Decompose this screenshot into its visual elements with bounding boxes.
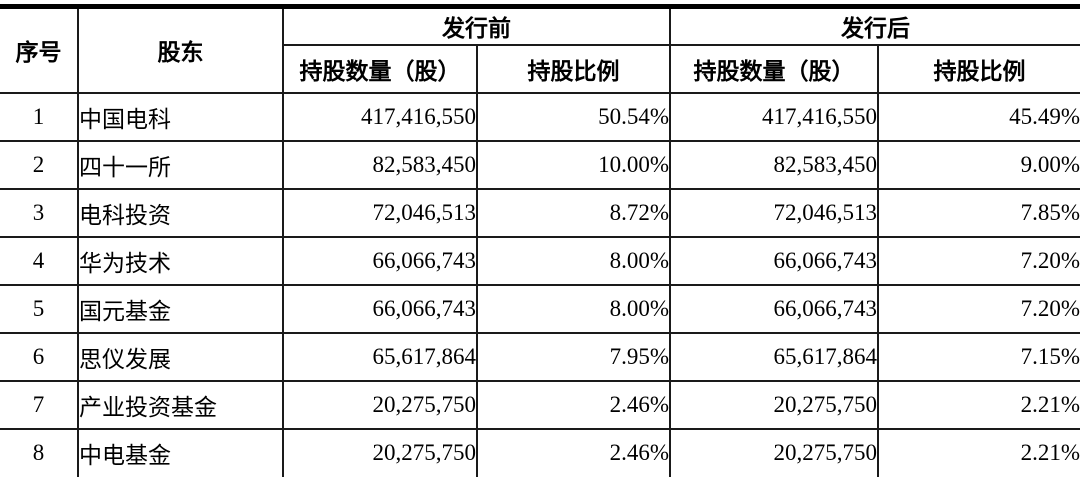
header-post-shares: 持股数量（股）: [669, 43, 879, 94]
table-row: 5 国元基金 66,066,743 8.00% 66,066,743 7.20%: [0, 283, 1080, 334]
cell-pre-ratio: 50.54%: [476, 91, 671, 142]
cell-pre-shares: 66,066,743: [282, 283, 478, 334]
cell-post-shares: 65,617,864: [669, 331, 879, 382]
cell-post-shares: 66,066,743: [669, 283, 879, 334]
shareholder-table: 序号 股东 发行前 发行后 持股数量（股） 持股比例 持股数量（股） 持股比例 …: [0, 4, 1080, 477]
cell-index: 3: [0, 187, 79, 238]
cell-shareholder-name: 电科投资: [77, 187, 284, 238]
header-pre-shares: 持股数量（股）: [282, 43, 478, 94]
cell-pre-ratio: 2.46%: [476, 379, 671, 430]
header-post-issue-group: 发行后: [669, 5, 1080, 46]
cell-pre-ratio: 8.00%: [476, 283, 671, 334]
cell-post-shares: 82,583,450: [669, 139, 879, 190]
cell-post-ratio: 7.15%: [877, 331, 1080, 382]
cell-index: 1: [0, 91, 79, 142]
cell-post-ratio: 7.20%: [877, 283, 1080, 334]
table-row: 6 思仪发展 65,617,864 7.95% 65,617,864 7.15%: [0, 331, 1080, 382]
header-post-ratio: 持股比例: [877, 43, 1080, 94]
cell-post-shares: 72,046,513: [669, 187, 879, 238]
cell-pre-shares: 20,275,750: [282, 427, 478, 477]
cell-shareholder-name: 四十一所: [77, 139, 284, 190]
cell-pre-ratio: 7.95%: [476, 331, 671, 382]
cell-index: 4: [0, 235, 79, 286]
cell-post-ratio: 7.85%: [877, 187, 1080, 238]
cell-post-ratio: 7.20%: [877, 235, 1080, 286]
cell-pre-shares: 65,617,864: [282, 331, 478, 382]
cell-post-ratio: 2.21%: [877, 379, 1080, 430]
cell-post-shares: 66,066,743: [669, 235, 879, 286]
table-row: 8 中电基金 20,275,750 2.46% 20,275,750 2.21%: [0, 427, 1080, 477]
cell-index: 8: [0, 427, 79, 477]
header-shareholder: 股东: [77, 5, 284, 94]
header-pre-issue-group: 发行前: [282, 5, 671, 46]
cell-shareholder-name: 中电基金: [77, 427, 284, 477]
table-body: 1 中国电科 417,416,550 50.54% 417,416,550 45…: [0, 91, 1080, 477]
cell-pre-ratio: 8.72%: [476, 187, 671, 238]
cell-pre-shares: 72,046,513: [282, 187, 478, 238]
cell-pre-ratio: 2.46%: [476, 427, 671, 477]
cell-shareholder-name: 中国电科: [77, 91, 284, 142]
cell-index: 5: [0, 283, 79, 334]
cell-post-ratio: 45.49%: [877, 91, 1080, 142]
cell-pre-shares: 66,066,743: [282, 235, 478, 286]
header-pre-ratio: 持股比例: [476, 43, 671, 94]
table-row: 3 电科投资 72,046,513 8.72% 72,046,513 7.85%: [0, 187, 1080, 238]
cell-pre-shares: 20,275,750: [282, 379, 478, 430]
table-row: 2 四十一所 82,583,450 10.00% 82,583,450 9.00…: [0, 139, 1080, 190]
table-row: 7 产业投资基金 20,275,750 2.46% 20,275,750 2.2…: [0, 379, 1080, 430]
cell-shareholder-name: 华为技术: [77, 235, 284, 286]
cell-post-shares: 20,275,750: [669, 379, 879, 430]
cell-pre-shares: 417,416,550: [282, 91, 478, 142]
cell-post-ratio: 9.00%: [877, 139, 1080, 190]
cell-shareholder-name: 国元基金: [77, 283, 284, 334]
cell-post-shares: 417,416,550: [669, 91, 879, 142]
cell-shareholder-name: 产业投资基金: [77, 379, 284, 430]
cell-post-shares: 20,275,750: [669, 427, 879, 477]
cell-pre-shares: 82,583,450: [282, 139, 478, 190]
table-row: 4 华为技术 66,066,743 8.00% 66,066,743 7.20%: [0, 235, 1080, 286]
cell-post-ratio: 2.21%: [877, 427, 1080, 477]
cell-index: 2: [0, 139, 79, 190]
cell-pre-ratio: 8.00%: [476, 235, 671, 286]
cell-shareholder-name: 思仪发展: [77, 331, 284, 382]
cell-index: 7: [0, 379, 79, 430]
cell-index: 6: [0, 331, 79, 382]
table-row: 1 中国电科 417,416,550 50.54% 417,416,550 45…: [0, 91, 1080, 142]
header-index: 序号: [0, 5, 79, 94]
cell-pre-ratio: 10.00%: [476, 139, 671, 190]
